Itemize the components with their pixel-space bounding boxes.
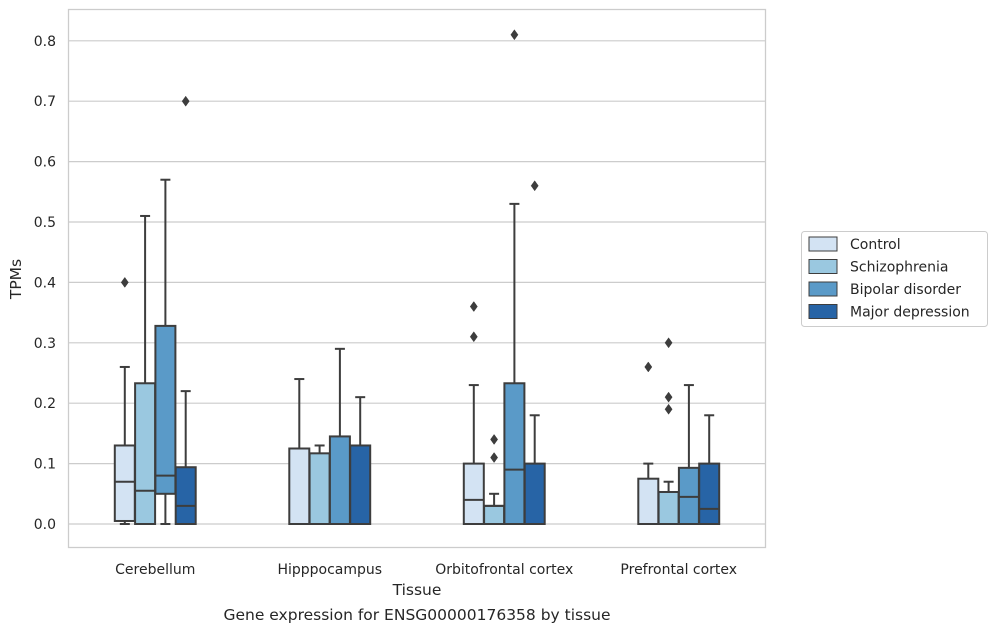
outlier-marker bbox=[490, 452, 499, 463]
box-item bbox=[349, 396, 372, 526]
legend-item: Bipolar disorder bbox=[808, 281, 961, 298]
box bbox=[523, 462, 546, 526]
legend-item: Control bbox=[808, 236, 901, 253]
legend: Control Schizophrenia Bipolar disorder Majo… bbox=[801, 231, 988, 327]
y-tick-label: 0.0 bbox=[34, 517, 56, 533]
box bbox=[134, 382, 157, 525]
box bbox=[349, 444, 372, 526]
outlier-marker bbox=[181, 95, 190, 107]
legend-item: Schizophrenia bbox=[808, 259, 948, 276]
box bbox=[308, 452, 331, 525]
legend-item: Major depression bbox=[808, 304, 970, 321]
box bbox=[174, 466, 197, 525]
y-tick-label: 0.3 bbox=[34, 336, 56, 352]
legend-label: Major depression bbox=[850, 305, 970, 321]
legend-label: Control bbox=[850, 237, 901, 253]
y-tick-labels: 0.0 0.1 0.2 0.3 0.4 0.5 0.6 0.7 0.8 bbox=[34, 34, 56, 533]
box-item bbox=[483, 434, 506, 526]
box-group bbox=[637, 337, 721, 526]
box-item bbox=[698, 414, 721, 526]
outlier-marker bbox=[469, 331, 478, 343]
box bbox=[637, 477, 660, 526]
x-tick-label: Prefrontal cortex bbox=[620, 562, 737, 578]
outlier-marker bbox=[120, 276, 129, 288]
plot-area-frame bbox=[67, 8, 767, 549]
legend-label: Schizophrenia bbox=[850, 260, 948, 276]
x-tick-label: Cerebellum bbox=[115, 562, 195, 578]
box-item bbox=[113, 276, 136, 525]
gridlines bbox=[68, 40, 766, 525]
legend-swatch bbox=[808, 281, 838, 297]
y-tick-label: 0.2 bbox=[34, 396, 56, 412]
legend-swatch bbox=[808, 259, 838, 274]
outlier-marker bbox=[664, 403, 673, 415]
legend-swatch bbox=[808, 236, 838, 252]
box bbox=[288, 447, 311, 525]
x-axis-label: Tissue bbox=[392, 581, 442, 599]
box-item bbox=[308, 444, 331, 525]
y-tick-label: 0.1 bbox=[34, 457, 56, 473]
box-item bbox=[637, 361, 660, 526]
outlier-marker bbox=[530, 180, 539, 192]
y-axis-label: TPMs bbox=[7, 259, 25, 300]
box-item bbox=[288, 378, 311, 525]
outlier-marker bbox=[510, 29, 519, 41]
y-tick-label: 0.7 bbox=[34, 94, 56, 110]
figure-caption: Gene expression for ENSG00000176358 by t… bbox=[223, 606, 611, 624]
box-item bbox=[328, 347, 351, 526]
legend-frame bbox=[801, 231, 988, 327]
y-tick-label: 0.6 bbox=[34, 155, 56, 171]
box-item bbox=[134, 214, 157, 525]
box-item bbox=[174, 95, 197, 525]
box-item bbox=[657, 337, 680, 526]
x-tick-label: Orbitofrontal cortex bbox=[435, 562, 573, 578]
outlier-marker bbox=[664, 337, 673, 349]
box-item bbox=[154, 178, 177, 525]
box-groups bbox=[113, 29, 721, 526]
box-item bbox=[523, 180, 546, 526]
outlier-marker bbox=[490, 434, 499, 445]
box bbox=[698, 462, 721, 526]
box-group bbox=[462, 29, 546, 526]
y-tick-label: 0.5 bbox=[34, 215, 56, 231]
box bbox=[657, 490, 680, 526]
y-tick-label: 0.8 bbox=[34, 34, 56, 50]
outlier-marker bbox=[664, 391, 673, 403]
legend-swatch bbox=[808, 304, 838, 319]
y-tick-label: 0.4 bbox=[34, 275, 56, 291]
x-tick-labels: Cerebellum Hipppocampus Orbitofrontal cort… bbox=[115, 562, 737, 578]
box-item bbox=[462, 301, 485, 526]
box bbox=[113, 444, 136, 522]
legend-label: Bipolar disorder bbox=[850, 282, 961, 298]
box bbox=[483, 504, 506, 526]
outlier-marker bbox=[644, 361, 653, 373]
outlier-marker bbox=[469, 301, 478, 312]
box-item bbox=[503, 29, 526, 525]
box-item bbox=[677, 384, 700, 526]
x-tick-label: Hipppocampus bbox=[277, 562, 382, 578]
box bbox=[154, 324, 177, 495]
box bbox=[503, 382, 526, 525]
box-group bbox=[288, 347, 372, 526]
box-group bbox=[113, 95, 197, 525]
box bbox=[328, 435, 351, 526]
box bbox=[462, 462, 485, 526]
